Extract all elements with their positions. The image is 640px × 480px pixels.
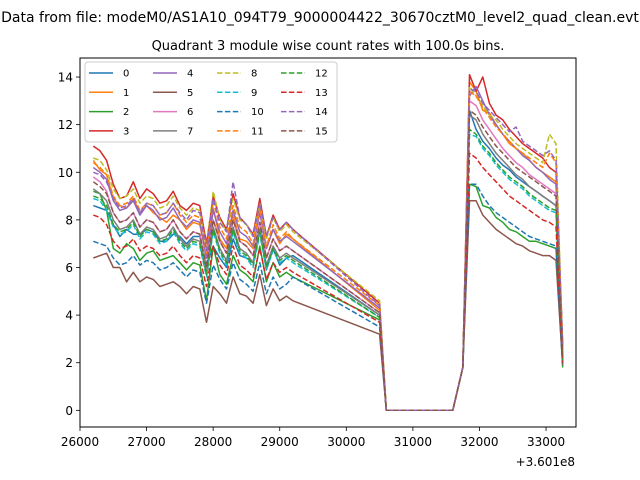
y-tick-label: 4 [65,309,73,323]
series-line-10 [93,183,564,412]
legend-entry-6: 6 [153,107,193,118]
x-tick-label: 33000 [527,435,565,449]
series-line-15 [92,109,564,412]
legend-entry-3: 3 [89,126,129,137]
legend-label: 12 [315,69,328,80]
legend-entry-5: 5 [153,88,193,99]
x-tick-label: 28000 [194,435,232,449]
legend-frame [84,61,338,143]
series-line-12 [93,128,564,412]
legend-entry-7: 7 [153,126,193,137]
legend-label: 15 [315,126,328,137]
figure-suptitle: Data from file: modeM0/AS1A10_094T79_900… [1,10,639,26]
legend-entry-11: 11 [217,126,264,137]
y-tick-label: 12 [58,118,73,132]
series-line-2 [93,183,564,412]
y-tick-label: 6 [65,261,73,275]
legend-label: 2 [123,107,129,118]
x-tick-label: 27000 [127,435,165,449]
legend-entry-1: 1 [89,88,129,99]
x-offset-text: +3.601e8 [516,455,575,469]
legend-entry-15: 15 [281,126,328,137]
legend-entry-4: 4 [153,69,193,80]
x-tick-label: 26000 [61,435,99,449]
legend-entry-2: 2 [89,107,129,118]
series-line-13 [93,152,564,412]
legend-entry-14: 14 [281,107,328,118]
axes-frame [79,57,577,428]
series-line-7 [92,114,564,412]
legend-label: 4 [187,69,193,80]
series-line-5 [93,200,564,412]
y-tick-label: 8 [65,213,73,227]
y-tick-label: 14 [58,71,73,85]
legend-label: 5 [187,88,193,99]
legend-label: 6 [187,107,193,118]
x-tick-label: 30000 [327,435,365,449]
legend-label: 10 [251,107,264,118]
legend-label: 7 [187,126,193,137]
series-line-11 [92,90,564,412]
series-line-14 [93,88,564,412]
y-tick-label: 0 [65,404,73,418]
y-tick-label: 2 [65,356,73,370]
legend-entry-0: 0 [89,69,129,80]
series-line-8 [93,85,564,412]
legend-label: 11 [251,126,264,137]
legend-label: 8 [251,69,257,80]
legend-label: 14 [315,107,328,118]
plot-lines [92,73,564,412]
legend-entry-9: 9 [217,88,257,99]
chart-title: Quadrant 3 module wise count rates with … [152,39,505,54]
legend-label: 13 [315,88,328,99]
legend-label: 1 [123,88,129,99]
legend-entry-10: 10 [217,107,264,118]
y-axis: 0 2 4 6 8 10 12 14 [58,71,80,418]
legend-entry-12: 12 [281,69,328,80]
y-tick-label: 10 [58,166,73,180]
x-tick-label: 32000 [460,435,498,449]
series-line-4 [92,85,564,412]
series-line-9 [93,133,564,412]
x-tick-label: 31000 [394,435,432,449]
legend-label: 3 [123,126,129,137]
legend-label: 9 [251,88,257,99]
x-axis: 26000 27000 28000 29000 30000 31000 32000 33000 [61,427,565,449]
x-tick-label: 29000 [261,435,299,449]
legend-entry-13: 13 [281,88,328,99]
legend-label: 0 [123,69,129,80]
legend-entry-8: 8 [217,69,257,80]
